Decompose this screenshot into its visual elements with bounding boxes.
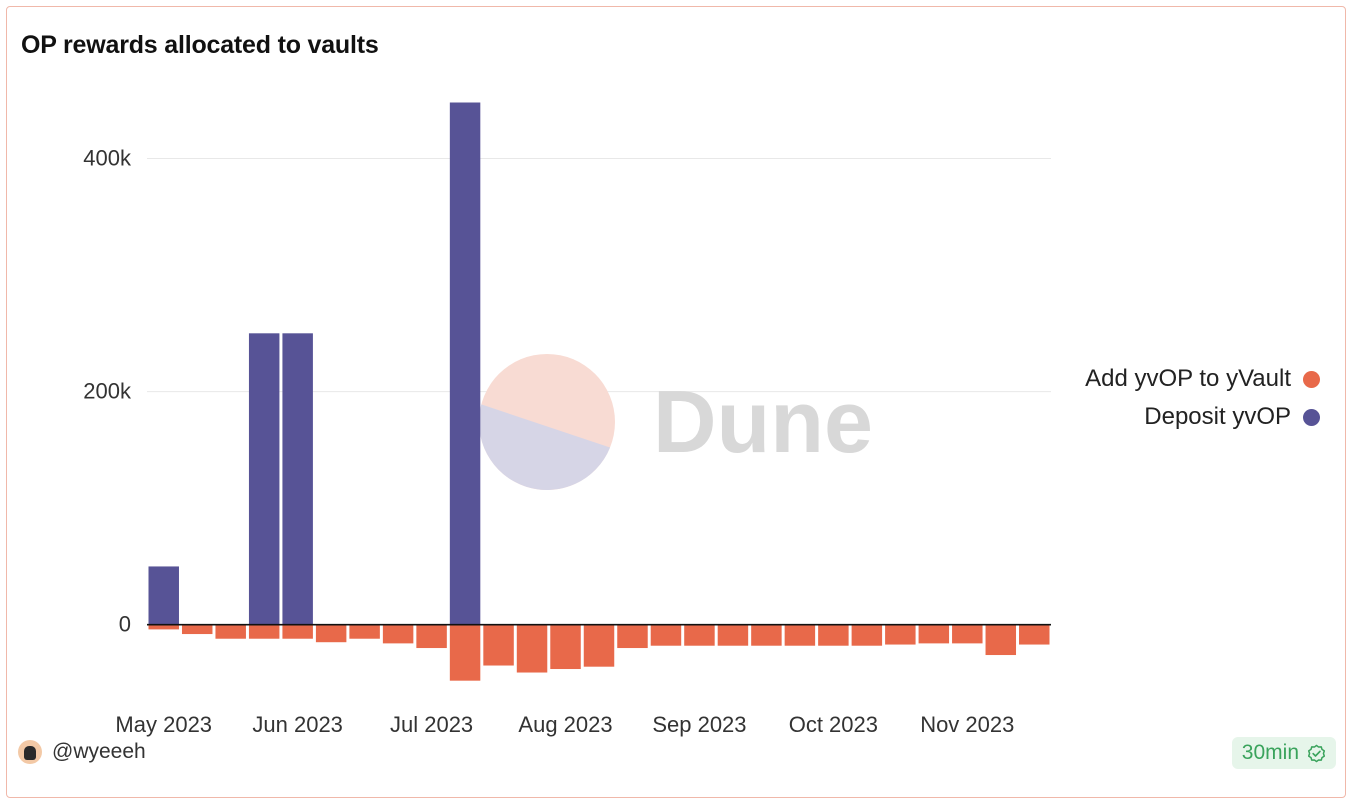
x-tick-label: Jul 2023 <box>390 712 473 737</box>
bar-add <box>684 624 715 646</box>
watermark-text: Dune <box>653 372 873 471</box>
author-name: @wyeeeh <box>52 740 146 763</box>
legend-label-deposit: Deposit yvOP <box>1144 403 1291 430</box>
y-tick-label: 200k <box>83 379 132 404</box>
refresh-badge[interactable]: 30min <box>1231 737 1336 769</box>
bar-add <box>349 624 380 639</box>
bar-add <box>818 624 849 646</box>
bar-add <box>382 624 414 644</box>
bar-add <box>784 624 816 646</box>
x-tick-label: May 2023 <box>115 712 212 737</box>
x-tick-label: Nov 2023 <box>920 712 1014 737</box>
bar-deposit <box>449 102 481 625</box>
y-tick-labels: 0 200k 400k <box>83 145 132 636</box>
legend-dot-deposit <box>1303 408 1320 426</box>
x-tick-label: Jun 2023 <box>252 712 343 737</box>
bar-add <box>516 624 548 673</box>
y-tick-label: 400k <box>83 145 132 170</box>
legend-item-deposit[interactable]: Deposit yvOP <box>1085 398 1320 436</box>
bar-add <box>985 624 1017 656</box>
bars <box>148 102 1050 681</box>
watermark-logo-bottom <box>478 404 611 491</box>
bar-add <box>449 624 481 681</box>
bar-add <box>1019 624 1050 645</box>
legend-label-add: Add yvOP to yVault <box>1085 365 1291 392</box>
bar-deposit <box>248 333 280 625</box>
bar-add <box>282 624 313 639</box>
bar-add <box>181 624 213 635</box>
y-tick-label: 0 <box>119 612 131 637</box>
refresh-interval: 30min <box>1241 741 1299 764</box>
bar-add <box>952 624 983 644</box>
bar-add <box>483 624 514 666</box>
author-info[interactable]: @wyeeeh <box>18 740 146 764</box>
bar-add <box>550 624 581 670</box>
bar-add <box>148 624 179 630</box>
bar-add <box>416 624 447 649</box>
bar-add <box>851 624 883 646</box>
bar-add <box>248 624 280 639</box>
bar-add <box>617 624 648 649</box>
check-icon <box>1307 744 1326 762</box>
bar-add <box>885 624 916 645</box>
bar-add <box>315 624 347 643</box>
bar-add <box>583 624 615 667</box>
chart-title: OP rewards allocated to vaults <box>21 31 379 59</box>
bar-add <box>215 624 246 639</box>
chart-card: OP rewards allocated to vaults <box>6 6 1346 798</box>
x-tick-labels: May 2023 Jun 2023 Jul 2023 Aug 2023 Sep 2023… <box>115 712 1014 737</box>
bar-deposit <box>282 333 313 625</box>
bar-deposit <box>148 566 179 625</box>
legend-dot-add <box>1303 370 1320 388</box>
x-tick-label: Sep 2023 <box>652 712 746 737</box>
dune-watermark: Dune <box>478 354 873 491</box>
legend-item-add[interactable]: Add yvOP to yVault <box>1085 360 1320 398</box>
bar-add <box>918 624 950 644</box>
avatar <box>18 740 42 764</box>
x-tick-label: Oct 2023 <box>789 712 878 737</box>
bar-add <box>751 624 782 646</box>
bar-add <box>650 624 682 646</box>
x-tick-label: Aug 2023 <box>518 712 612 737</box>
legend: Add yvOP to yVault Deposit yvOP <box>1085 360 1320 436</box>
bar-add <box>717 624 749 646</box>
